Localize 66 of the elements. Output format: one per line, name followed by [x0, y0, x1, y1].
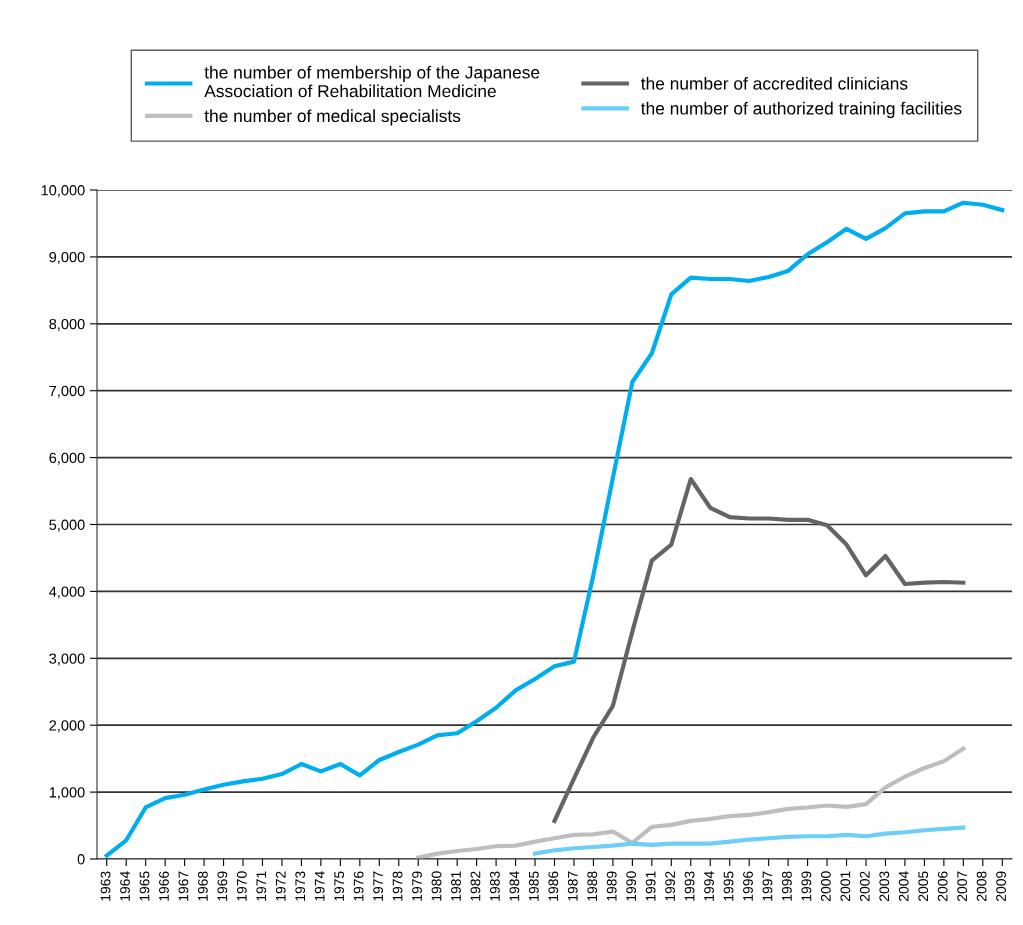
x-tick-label: 2004 — [898, 871, 909, 901]
x-tick-label: 1986 — [548, 871, 559, 901]
x-tick-label: 1963 — [100, 871, 111, 901]
x-tick-label: 1978 — [392, 871, 403, 901]
x-tick-label: 2006 — [937, 871, 948, 901]
x-tick-label: 1998 — [782, 871, 792, 901]
x-tick-label: 1968 — [197, 871, 208, 901]
x-tick-label: 1982 — [470, 871, 481, 901]
x-tick-label: 1965 — [139, 871, 150, 901]
y-tick-label: 7,000 — [49, 385, 85, 398]
x-tick-label: 1993 — [684, 871, 695, 901]
x-tick-label: 1992 — [665, 871, 676, 901]
x-tick-label: 2001 — [840, 871, 851, 901]
x-tick-label: 1994 — [704, 871, 714, 901]
line-series — [416, 746, 966, 859]
legend-label: the number of membership of the Japanese Association of Rehabilitation Medicine — [204, 65, 540, 98]
line-series — [552, 476, 966, 823]
x-tick-label: 1990 — [626, 871, 637, 901]
x-tick-label: 1975 — [334, 871, 345, 901]
x-tick-label: 2005 — [918, 871, 929, 901]
line-series — [104, 200, 1005, 858]
y-tick-label: 4,000 — [49, 586, 85, 599]
y-tick-label: 1,000 — [49, 787, 85, 800]
x-tick-label: 1970 — [236, 871, 247, 901]
y-tick-label: 10,000 — [41, 185, 85, 198]
x-tick-label: 1969 — [217, 871, 228, 901]
line-series — [532, 825, 966, 856]
x-tick-label: 1974 — [314, 871, 325, 901]
x-tick-label: 1971 — [256, 871, 267, 901]
x-tick-label: 1989 — [606, 871, 617, 901]
x-tick-label: 2002 — [859, 871, 870, 901]
y-tick-label: 6,000 — [49, 452, 85, 465]
x-tick-label: 1981 — [451, 871, 461, 901]
y-tick-label: 5,000 — [49, 519, 85, 532]
x-tick-label: 1972 — [275, 871, 286, 901]
x-tick-label: 1988 — [587, 871, 598, 901]
x-tick-label: 1984 — [509, 871, 520, 901]
y-tick-label: 0 — [77, 854, 85, 865]
x-tick-label: 2008 — [976, 871, 987, 901]
x-tick-label: 1997 — [762, 871, 773, 901]
x-tick-label: 1991 — [645, 871, 656, 901]
x-tick-label: 1987 — [567, 871, 578, 901]
x-tick-label: 2000 — [820, 871, 831, 901]
y-tick-label: 2,000 — [49, 720, 85, 733]
x-tick-label: 2009 — [996, 871, 1006, 901]
y-tick-label: 9,000 — [49, 252, 85, 265]
x-tick-label: 1976 — [353, 871, 364, 901]
x-tick-label: 2003 — [879, 871, 890, 901]
x-tick-label: 1985 — [528, 871, 539, 901]
y-tick-label: 3,000 — [49, 653, 85, 666]
x-tick-label: 1979 — [412, 871, 422, 901]
x-tick-label: 2007 — [957, 871, 968, 901]
x-tick-label: 1977 — [373, 871, 384, 901]
x-tick-label: 1973 — [295, 871, 306, 901]
x-tick-label: 1983 — [489, 871, 500, 901]
x-tick-label: 1980 — [431, 871, 442, 901]
x-tick-label: 1996 — [743, 871, 753, 901]
x-tick-label: 1967 — [178, 871, 189, 901]
y-tick-label: 8,000 — [49, 318, 85, 331]
x-tick-label: 1964 — [120, 871, 130, 901]
legend-label: the number of accredited clinicians — [641, 76, 908, 90]
x-tick-label: 1999 — [801, 871, 812, 901]
legend-label: the number of authorized training facilities — [641, 101, 962, 119]
x-tick-label: 1995 — [723, 871, 734, 901]
legend-label: the number of medical specialists — [204, 109, 461, 126]
x-tick-label: 1966 — [159, 871, 169, 901]
